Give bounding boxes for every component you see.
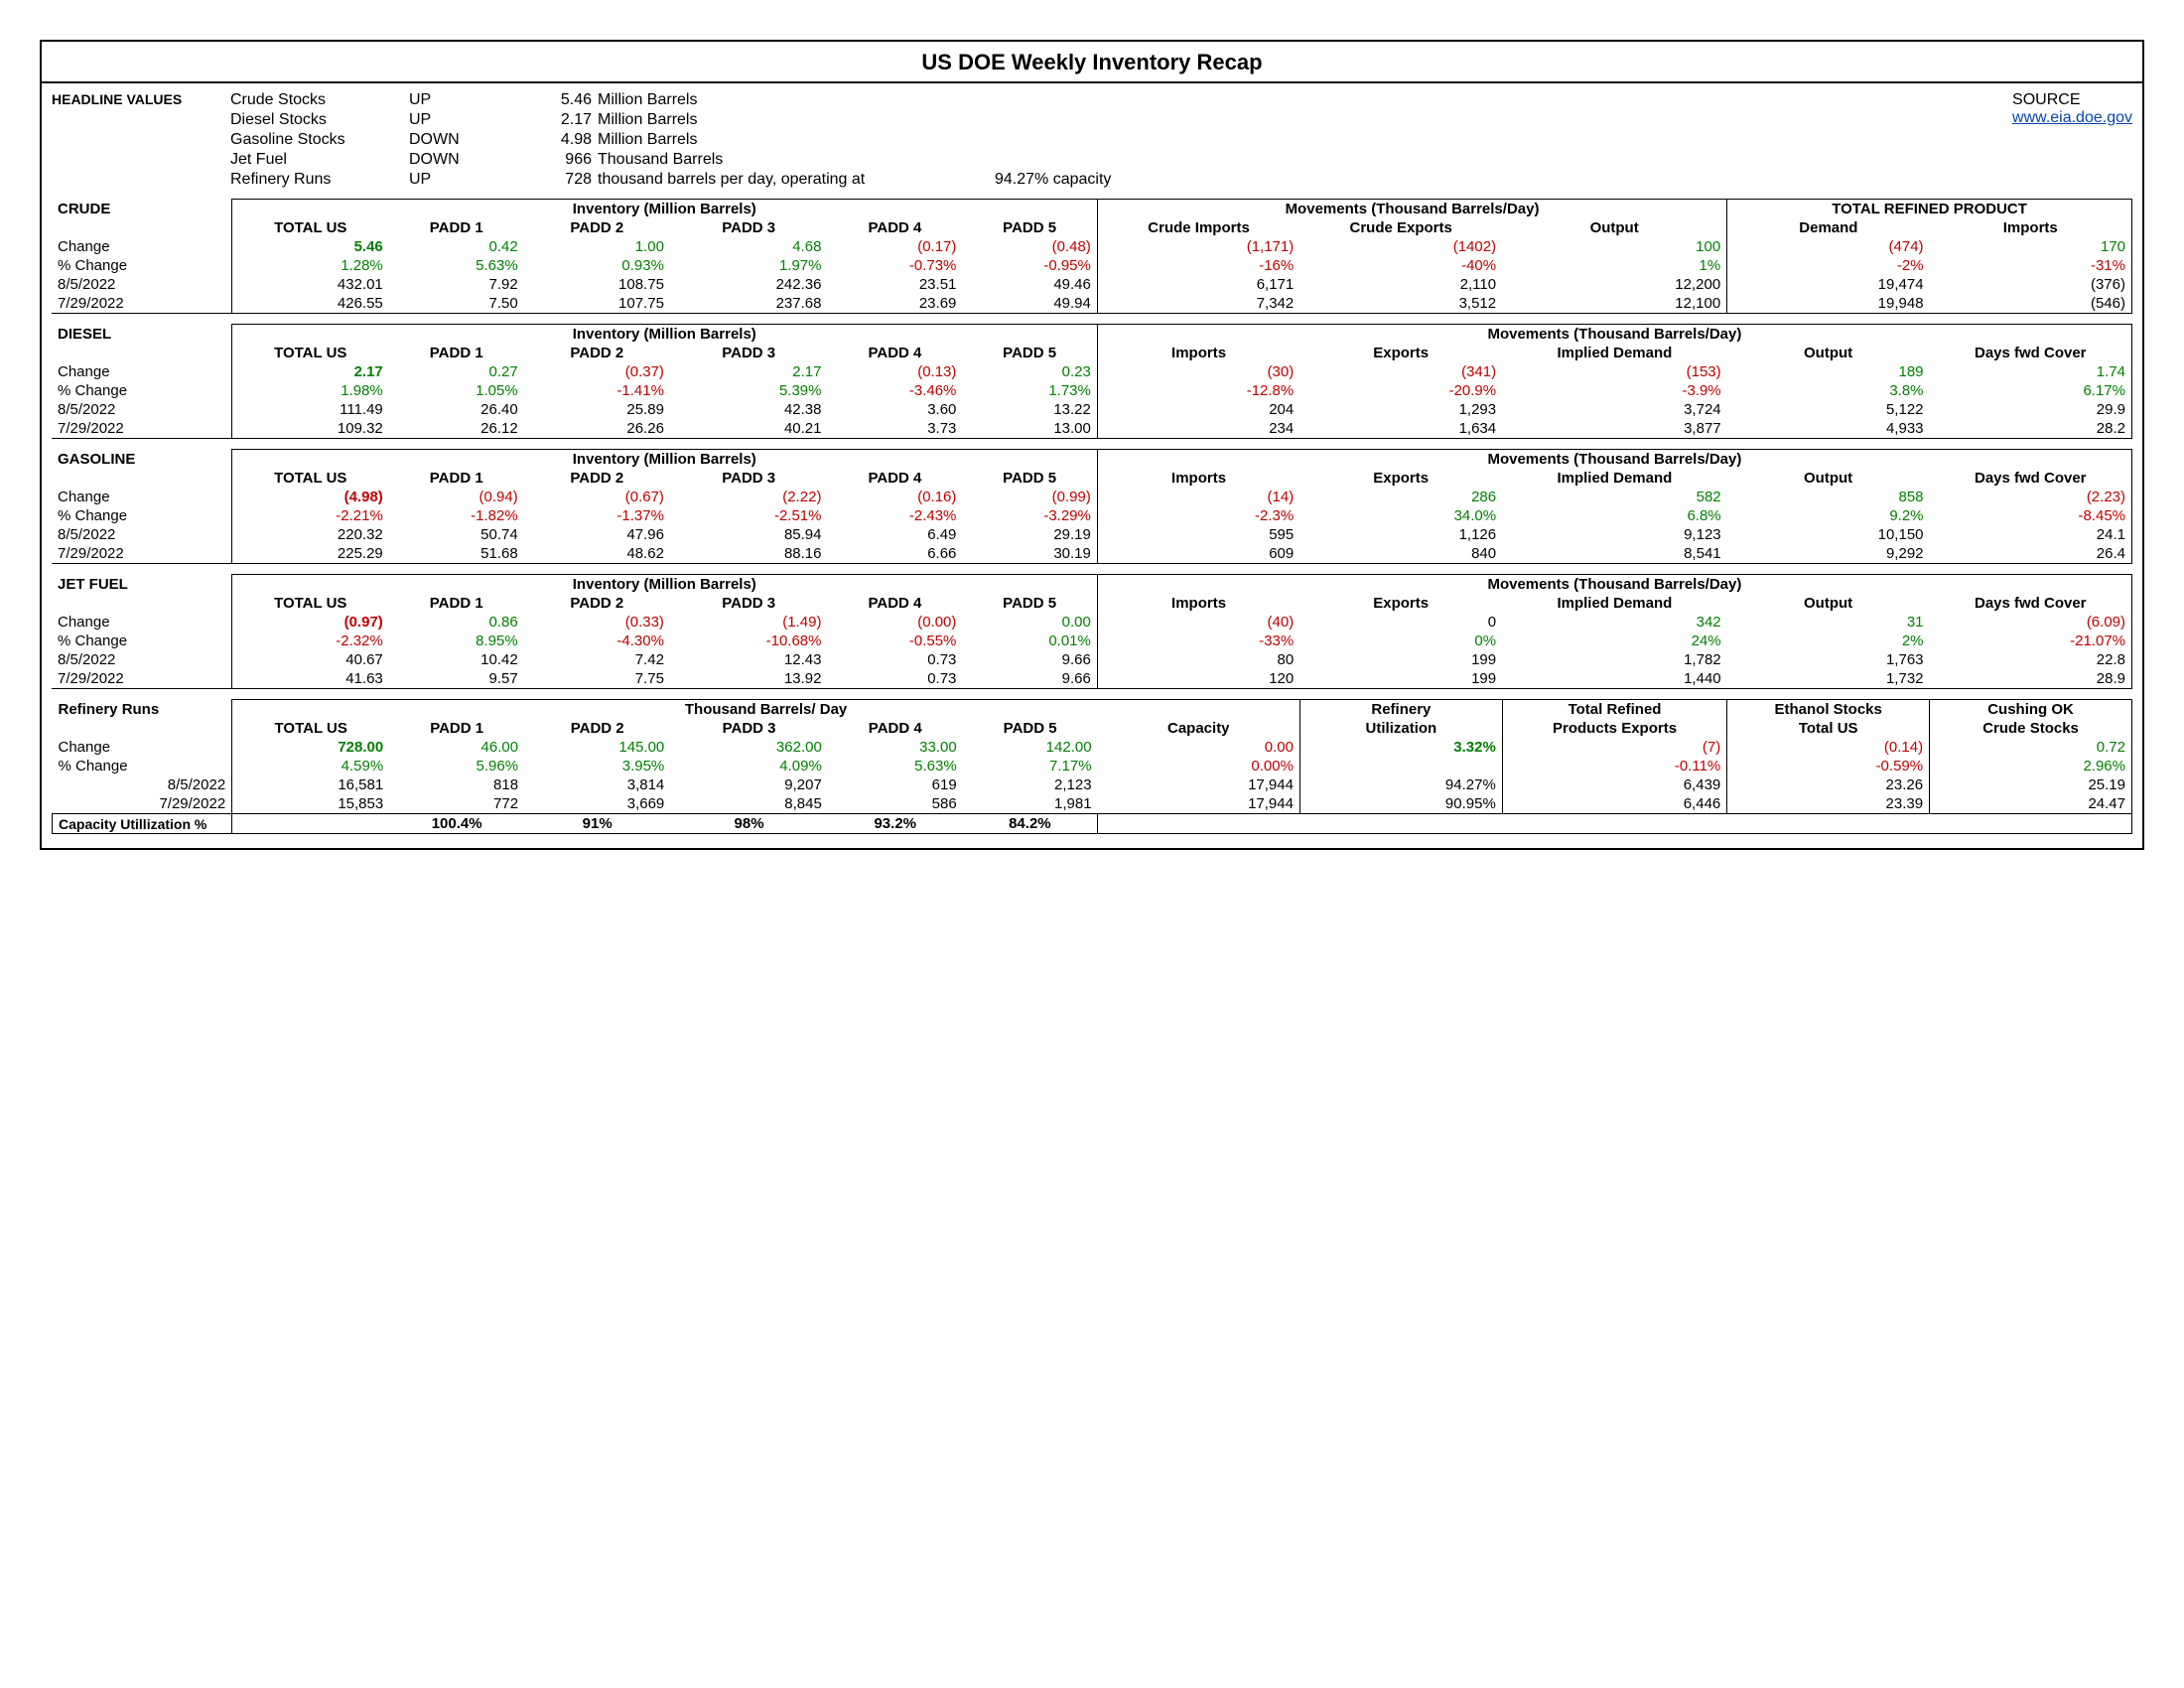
source-link[interactable]: www.eia.doe.gov: [2012, 109, 2132, 126]
headline-block: HEADLINE VALUES Crude StocksUP5.46Millio…: [52, 91, 2132, 189]
source-block: SOURCE www.eia.doe.gov: [2012, 91, 2132, 189]
headline-grid: Crude StocksUP5.46Million BarrelsDiesel …: [230, 91, 1213, 189]
headline-label: HEADLINE VALUES: [52, 91, 230, 189]
report-sheet: US DOE Weekly Inventory Recap HEADLINE V…: [40, 40, 2144, 850]
source-label: SOURCE: [2012, 91, 2132, 109]
report-title: US DOE Weekly Inventory Recap: [42, 46, 2142, 83]
